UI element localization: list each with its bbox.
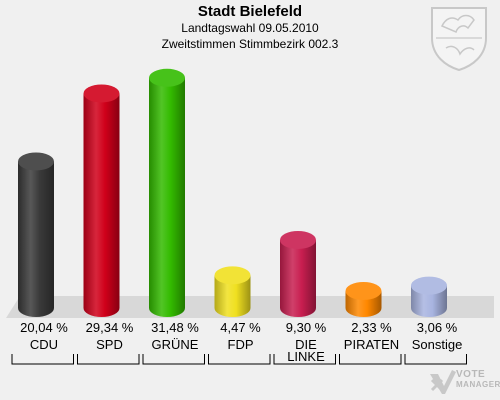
bar-top bbox=[214, 266, 251, 285]
bar-sonstige bbox=[411, 276, 447, 317]
watermark-vote: VOTE bbox=[456, 369, 486, 380]
vote-manager-logo-icon bbox=[430, 370, 456, 394]
category-bracket bbox=[339, 354, 402, 365]
chart-subtitle-district: Zweitstimmen Stimmbezirk 002.3 bbox=[161, 37, 339, 51]
value-label: 9,30 % bbox=[286, 320, 327, 335]
category-label: SPD bbox=[96, 337, 123, 352]
bar-body bbox=[214, 275, 251, 317]
category-bracket bbox=[208, 354, 271, 365]
category-label: Sonstige bbox=[412, 337, 463, 352]
bar-piraten bbox=[345, 281, 382, 317]
coat-of-arms-icon bbox=[431, 7, 487, 72]
value-label: 20,04 % bbox=[20, 320, 68, 335]
bar-body bbox=[18, 161, 54, 317]
value-label: 4,47 % bbox=[220, 320, 261, 335]
value-label: 3,06 % bbox=[417, 320, 458, 335]
category-bracket bbox=[273, 354, 336, 365]
bar-top bbox=[411, 276, 447, 295]
bar-top bbox=[18, 152, 54, 171]
bar-top bbox=[149, 68, 185, 87]
value-label: 29,34 % bbox=[86, 320, 134, 335]
bar-top bbox=[280, 230, 316, 249]
category-label: FDP bbox=[228, 337, 254, 352]
category-label: CDU bbox=[30, 337, 58, 352]
chart-subtitle-election: Landtagswahl 09.05.2010 bbox=[181, 21, 319, 35]
bar-spd bbox=[83, 84, 120, 317]
category-label: LINKE bbox=[287, 349, 325, 364]
category-label: DIE bbox=[295, 337, 317, 352]
bar-top bbox=[83, 84, 120, 103]
bar-die-linke bbox=[280, 230, 316, 317]
bar-fdp bbox=[214, 266, 251, 317]
bar-top bbox=[345, 281, 382, 300]
category-bracket bbox=[11, 354, 74, 365]
bar-body bbox=[149, 77, 185, 318]
category-bracket bbox=[77, 354, 140, 365]
category-label: GRÜNE bbox=[152, 337, 199, 352]
category-bracket bbox=[142, 354, 205, 365]
bar-body bbox=[83, 93, 120, 317]
chart-title: Stadt Bielefeld bbox=[197, 3, 303, 20]
value-label: 2,33 % bbox=[351, 320, 392, 335]
bar-grüne bbox=[149, 68, 185, 318]
watermark-manager: MANAGER bbox=[456, 380, 500, 389]
bar-cdu bbox=[18, 152, 54, 317]
category-bracket bbox=[404, 354, 467, 365]
value-label: 31,48 % bbox=[151, 320, 199, 335]
bar-body bbox=[280, 239, 316, 317]
bar-body bbox=[411, 285, 447, 317]
category-label: PIRATEN bbox=[344, 337, 399, 352]
